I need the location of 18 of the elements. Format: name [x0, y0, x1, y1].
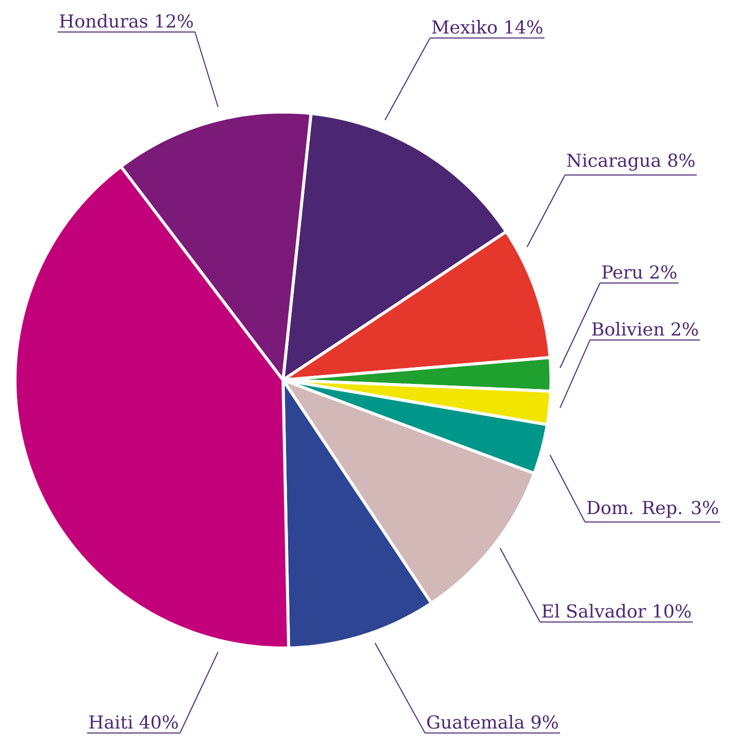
slice-label: Dom. Rep.: [587, 500, 682, 518]
data-label: 9%: [532, 715, 558, 729]
data-label: 3%: [692, 500, 718, 514]
data-label: 2%: [672, 322, 698, 336]
slice-label: Mexiko: [432, 20, 497, 34]
data-label: 14%: [506, 20, 542, 34]
slice-label: Guatemala: [427, 714, 524, 729]
data-label: 12%: [156, 14, 193, 28]
data-label: 8%: [668, 153, 695, 168]
slice-label: El Salvador: [542, 604, 646, 618]
data-label: 40%: [140, 715, 178, 729]
slice-label: Haiti: [89, 715, 133, 729]
data-label: 2%: [650, 265, 676, 279]
slice-label: Nicaragua: [567, 154, 661, 171]
slice-label: Bolivien: [592, 322, 664, 336]
slice-label: Honduras: [60, 14, 148, 28]
data-label: 10%: [654, 604, 691, 618]
slice-label: Peru: [602, 265, 643, 279]
